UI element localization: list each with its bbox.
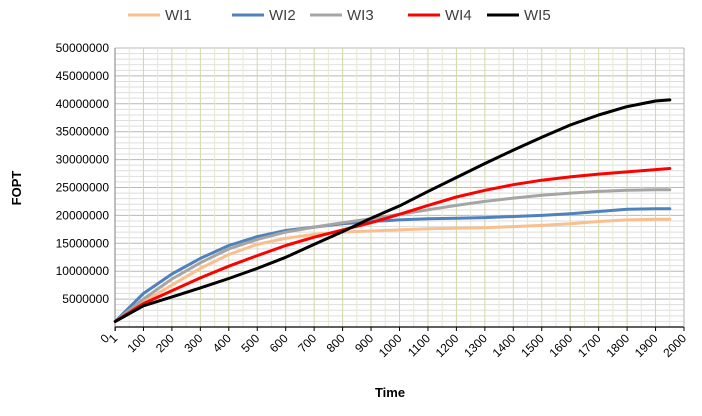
series-line-wi4 bbox=[113, 167, 672, 323]
y-axis-title: FOPT bbox=[9, 171, 24, 206]
legend-label-wi5: WI5 bbox=[524, 7, 551, 24]
x-tick-label: 1800 bbox=[603, 331, 632, 360]
x-tick-label: 1400 bbox=[490, 331, 519, 360]
x-tick-label: 1700 bbox=[575, 331, 604, 360]
y-tick-label: 25000000 bbox=[56, 181, 110, 195]
y-tick-label: 35000000 bbox=[56, 125, 110, 139]
x-tick-label: 900 bbox=[352, 331, 376, 355]
x-tick-label: 800 bbox=[324, 331, 348, 355]
legend-label-wi3: WI3 bbox=[347, 7, 374, 24]
tick-labels: 5000000 10000000 15000000 20000000 25000000 3… bbox=[56, 41, 690, 360]
x-tick-label: 700 bbox=[295, 331, 319, 355]
x-tick-label: 600 bbox=[267, 331, 291, 355]
legend-label-wi2: WI2 bbox=[269, 7, 296, 24]
x-tick-label: 1100 bbox=[405, 331, 433, 359]
series-line-wi2 bbox=[113, 207, 672, 323]
x-axis-title: Time bbox=[375, 385, 405, 400]
x-tick-label: 500 bbox=[238, 331, 262, 355]
x-tick-label: 1500 bbox=[518, 331, 547, 360]
legend: WI1 WI2 WI3 WI4 WI5 bbox=[128, 7, 551, 24]
legend-label-wi4: WI4 bbox=[445, 7, 472, 24]
series-line-wi1 bbox=[113, 217, 672, 323]
legend-label-wi1: WI1 bbox=[165, 7, 192, 24]
x-tick-label: 1600 bbox=[547, 331, 576, 360]
y-tick-label: 30000000 bbox=[56, 153, 110, 167]
x-tick-label: 2000 bbox=[660, 331, 689, 360]
gridlines bbox=[114, 47, 685, 328]
y-tick-label: 45000000 bbox=[56, 69, 110, 83]
x-tick-label: 400 bbox=[210, 331, 234, 355]
x-tick-label: 1200 bbox=[433, 331, 462, 360]
y-tick-label: 50000000 bbox=[56, 41, 110, 55]
series-line-wi5 bbox=[113, 98, 672, 323]
x-tick-label: 300 bbox=[181, 331, 205, 355]
y-tick-label: 5000000 bbox=[62, 292, 109, 306]
x-tick-label: 1900 bbox=[632, 331, 661, 360]
x-tick-label: 100 bbox=[125, 331, 149, 355]
y-tick-label: 20000000 bbox=[56, 208, 110, 222]
x-tick-label: 1000 bbox=[376, 331, 405, 360]
y-tick-label: 15000000 bbox=[56, 236, 110, 250]
axes bbox=[114, 48, 685, 331]
x-tick-label: 1300 bbox=[461, 331, 490, 360]
x-tick-label: 200 bbox=[153, 331, 177, 355]
y-tick-label: 40000000 bbox=[56, 97, 110, 111]
series-lines bbox=[113, 98, 672, 323]
y-tick-label: 10000000 bbox=[56, 264, 110, 278]
